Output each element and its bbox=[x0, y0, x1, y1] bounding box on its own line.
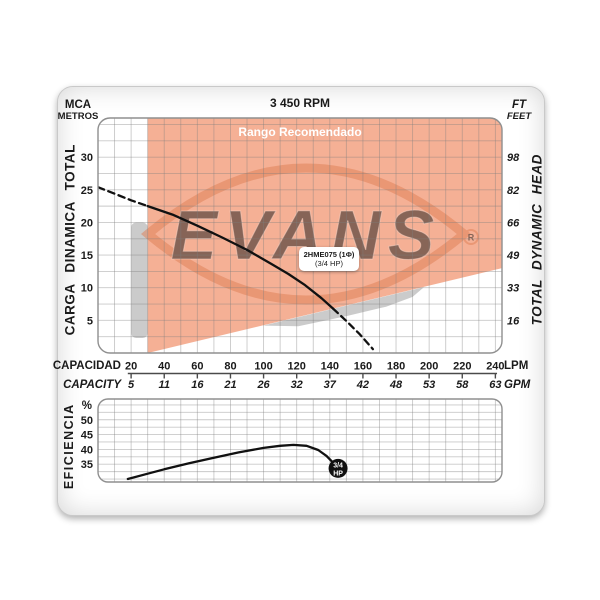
left-axis-title: CARGA DINAMICA TOTAL bbox=[62, 144, 78, 336]
gpm-tick-label: 42 bbox=[356, 379, 369, 391]
efficiency-axis-title: EFICIENCIA bbox=[61, 403, 76, 490]
lpm-tick-label: 160 bbox=[354, 361, 372, 373]
head-curve-dashed-segment bbox=[98, 186, 149, 208]
meters-tick-label: 15 bbox=[81, 250, 93, 262]
feet-tick-label: 16 bbox=[507, 315, 520, 327]
efficiency-tick-label: 35 bbox=[81, 459, 93, 471]
meters-tick-label: 20 bbox=[81, 217, 93, 229]
head-curve-dashed-segment bbox=[331, 307, 375, 351]
head-plot-border bbox=[97, 117, 503, 354]
gpm-tick-label: 26 bbox=[256, 379, 270, 391]
unit-metros-label: METROS bbox=[57, 111, 99, 122]
feet-tick-label: 98 bbox=[507, 152, 520, 164]
efficiency-unit-label: % bbox=[81, 400, 92, 412]
registered-mark-letter: R bbox=[468, 233, 475, 243]
grey-operating-crescent bbox=[263, 287, 424, 327]
efficiency-tick-label: 40 bbox=[81, 444, 93, 456]
rpm-title: 3 450 RPM bbox=[269, 96, 331, 110]
feet-tick-label: 82 bbox=[507, 185, 519, 197]
meters-tick-label: 30 bbox=[81, 152, 93, 164]
efficiency-curve bbox=[126, 443, 340, 481]
lpm-tick-label: 40 bbox=[158, 361, 170, 373]
gpm-tick-label: 58 bbox=[456, 379, 469, 391]
model-number: 2HME075 (1Φ) bbox=[303, 250, 355, 259]
right-axis-title: TOTAL DYNAMIC HEAD bbox=[529, 154, 545, 326]
efficiency-tick-label: 50 bbox=[81, 415, 93, 427]
capacidad-label: CAPACIDAD bbox=[52, 360, 121, 372]
lpm-tick-label: 140 bbox=[321, 361, 339, 373]
lpm-tick-label: 180 bbox=[387, 361, 405, 373]
lpm-tick-label: 100 bbox=[254, 361, 272, 373]
lpm-tick-label: 240 bbox=[486, 361, 504, 373]
feet-tick-label: 66 bbox=[507, 217, 520, 229]
feet-tick-label: 49 bbox=[506, 250, 520, 262]
lpm-tick-label: 20 bbox=[125, 361, 137, 373]
axis-tick-labels: 20 5 40 11 60 16 80 21 100 26 120 32 140 37 160 42 180 48… bbox=[81, 152, 520, 471]
head-plot-area: EVANS R bbox=[98, 118, 502, 353]
lpm-unit-label: LPM bbox=[504, 360, 529, 372]
lpm-tick-label: 80 bbox=[224, 361, 236, 373]
unit-ft-label: FT bbox=[511, 99, 527, 111]
meters-tick-label: 5 bbox=[87, 315, 93, 327]
meters-tick-label: 10 bbox=[81, 283, 93, 295]
gpm-tick-label: 32 bbox=[291, 379, 303, 391]
efficiency-plot-border bbox=[97, 398, 503, 483]
lpm-tick-label: 200 bbox=[420, 361, 438, 373]
lpm-tick-label: 60 bbox=[191, 361, 203, 373]
grey-operating-band bbox=[131, 222, 148, 338]
efficiency-plot-bg bbox=[98, 399, 502, 482]
lpm-tick-label: 120 bbox=[288, 361, 306, 373]
efficiency-tick-label: 45 bbox=[81, 430, 93, 442]
power-marker-bottom-text: HP bbox=[333, 470, 343, 477]
power-marker-top-text: 3/4 bbox=[333, 462, 343, 469]
gpm-tick-label: 48 bbox=[389, 379, 403, 391]
gpm-tick-label: 21 bbox=[223, 379, 236, 391]
recommended-range-label: Rango Recomendado bbox=[238, 125, 362, 139]
gpm-tick-label: 11 bbox=[159, 379, 170, 391]
lpm-tick-label: 220 bbox=[453, 361, 471, 373]
gpm-tick-label: 5 bbox=[128, 379, 135, 391]
unit-mca-label: MCA bbox=[64, 99, 92, 111]
efficiency-plot-grid bbox=[98, 399, 502, 482]
gpm-unit-label: GPM bbox=[504, 379, 531, 391]
power-marker-circle bbox=[328, 458, 348, 478]
model-label-box: 2HME075 (1Φ) (3/4 HP) bbox=[299, 247, 359, 271]
gpm-tick-label: 63 bbox=[489, 379, 501, 391]
feet-tick-label: 33 bbox=[507, 283, 519, 295]
gpm-tick-label: 53 bbox=[423, 379, 435, 391]
capacity-label: CAPACITY bbox=[63, 379, 121, 391]
unit-feet-label: FEET bbox=[506, 111, 532, 122]
power-marker: 3/4HP bbox=[328, 458, 348, 478]
head-plot-grid bbox=[98, 118, 502, 353]
capacity-ruler bbox=[127, 372, 498, 379]
gpm-tick-label: 37 bbox=[324, 379, 337, 391]
head-curve-solid-segment bbox=[146, 204, 335, 310]
model-power: (3/4 HP) bbox=[315, 259, 343, 268]
registered-mark-icon bbox=[463, 229, 479, 245]
efficiency-plot-area: 3/4HP bbox=[98, 399, 502, 482]
meters-tick-label: 25 bbox=[81, 185, 93, 197]
gpm-tick-label: 16 bbox=[191, 379, 204, 391]
